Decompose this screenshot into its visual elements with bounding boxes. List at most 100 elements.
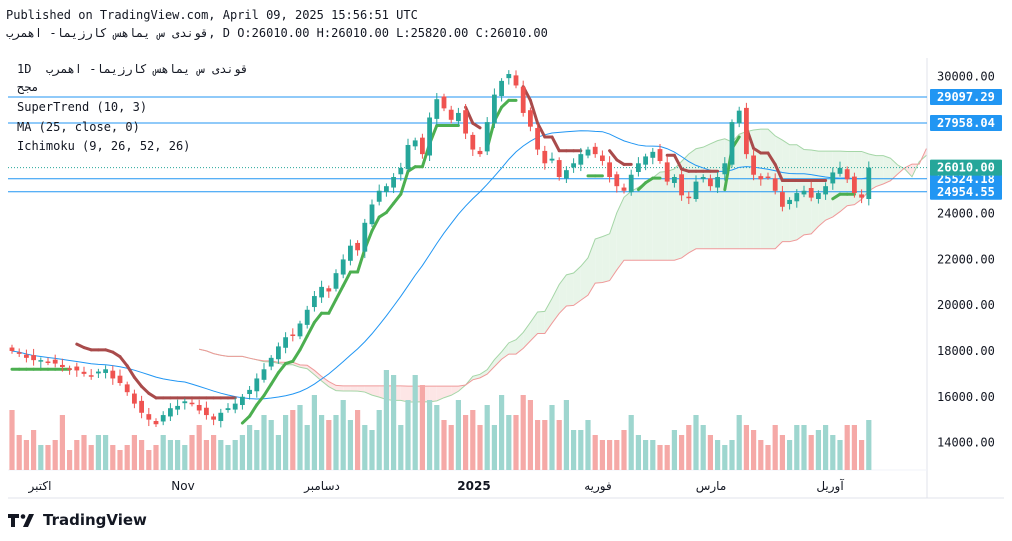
candle-body bbox=[24, 354, 29, 358]
supertrend-segment bbox=[370, 215, 381, 233]
cloud-segment bbox=[451, 386, 459, 396]
candle-body bbox=[74, 366, 80, 371]
volume-bar bbox=[45, 445, 51, 470]
legend-symbol-name: قوندی س یماهس کارزیما- اهمرب bbox=[45, 62, 249, 76]
cloud-segment bbox=[775, 135, 783, 249]
candle-body bbox=[297, 323, 303, 337]
volume-bar bbox=[59, 415, 65, 470]
candle-body bbox=[715, 177, 720, 188]
time-tick-label: اکتبر bbox=[28, 479, 52, 494]
last-price-label: 26010.00 bbox=[937, 161, 995, 175]
volume-bar bbox=[520, 395, 526, 470]
volume-bar bbox=[412, 375, 418, 470]
volume-bar bbox=[772, 425, 778, 470]
supertrend-segment bbox=[118, 355, 129, 368]
candle-body bbox=[477, 150, 483, 155]
supertrend-segment bbox=[140, 384, 151, 395]
volume-bar bbox=[729, 440, 735, 470]
volume-bar bbox=[203, 440, 209, 470]
supertrend-segment bbox=[464, 105, 475, 125]
candle-body bbox=[139, 400, 144, 413]
supertrend-segment bbox=[125, 364, 136, 379]
candle-body bbox=[571, 163, 576, 168]
candle-body bbox=[398, 167, 404, 175]
candle-body bbox=[218, 412, 224, 422]
price-line-label-bg bbox=[930, 115, 1002, 132]
supertrend-segment bbox=[276, 362, 288, 375]
volume-bar bbox=[635, 435, 641, 470]
candle-body bbox=[499, 80, 504, 96]
candle-body bbox=[772, 178, 778, 191]
cloud-segment bbox=[825, 151, 833, 221]
cloud-segment bbox=[876, 155, 884, 187]
volume-bar bbox=[664, 445, 670, 470]
volume-bar bbox=[643, 440, 649, 470]
candle-body bbox=[693, 181, 699, 199]
volume-bar bbox=[571, 430, 577, 470]
volume-bar bbox=[700, 425, 706, 470]
candle-body bbox=[600, 155, 605, 161]
volume-bar bbox=[211, 435, 217, 470]
candle-body bbox=[348, 245, 353, 261]
volume-bar bbox=[362, 425, 368, 470]
volume-bar bbox=[74, 440, 80, 470]
volume-bar bbox=[247, 425, 253, 470]
candle-body bbox=[175, 405, 180, 410]
candle-body bbox=[247, 389, 252, 395]
volume-bar bbox=[556, 420, 562, 470]
volume-bar bbox=[146, 450, 152, 470]
legend-interval: 1D bbox=[17, 62, 32, 76]
cloud-segment bbox=[307, 365, 315, 375]
ohlc-header: قوندی س یماهس کارزیما- اهمرب, D O:26010.… bbox=[6, 26, 548, 40]
candle-body bbox=[801, 190, 807, 195]
time-tick-label: Nov bbox=[171, 479, 194, 493]
candle-body bbox=[283, 337, 288, 348]
cloud-segment bbox=[840, 151, 848, 212]
candle-body bbox=[96, 371, 101, 374]
candle-body bbox=[736, 110, 742, 124]
candle-body bbox=[664, 162, 670, 182]
volume-bar bbox=[268, 420, 274, 470]
candle-body bbox=[52, 359, 58, 364]
candle-body bbox=[304, 309, 310, 325]
cloud-segment bbox=[429, 386, 437, 402]
candle-body bbox=[117, 375, 123, 384]
supertrend-segment bbox=[550, 135, 561, 153]
price-tick-label: 22000.00 bbox=[937, 252, 995, 266]
candle-body bbox=[513, 75, 519, 86]
volume-bar bbox=[167, 440, 173, 470]
volume-bar bbox=[844, 425, 850, 470]
volume-bar bbox=[110, 445, 116, 470]
volume-bar bbox=[808, 435, 814, 470]
candle-body bbox=[290, 334, 296, 336]
supertrend-segment bbox=[248, 403, 259, 418]
candle-body bbox=[650, 151, 656, 158]
volume-bar bbox=[290, 410, 296, 470]
cloud-segment bbox=[292, 362, 300, 368]
candle-body bbox=[153, 421, 159, 425]
candle-body bbox=[31, 355, 36, 361]
candle-body bbox=[787, 199, 792, 205]
legend-ma[interactable]: MA (25, close, 0) bbox=[17, 120, 140, 134]
candle-body bbox=[384, 186, 389, 193]
volume-bar bbox=[859, 440, 865, 470]
volume-bar bbox=[585, 420, 591, 470]
supertrend-segment bbox=[240, 414, 252, 425]
cloud-segment bbox=[350, 385, 358, 392]
cloud-segment bbox=[444, 386, 452, 398]
candle-body bbox=[362, 222, 368, 252]
legend-ichimoku[interactable]: Ichimoku (9, 26, 52, 26) bbox=[17, 139, 191, 153]
candle-body bbox=[146, 414, 152, 420]
supertrend-segment bbox=[305, 320, 316, 338]
cloud-segment bbox=[631, 187, 639, 261]
candle-body bbox=[326, 288, 332, 292]
volume-bar bbox=[621, 430, 627, 470]
candle-body bbox=[340, 259, 346, 275]
price-tick-label: 24000.00 bbox=[937, 207, 995, 221]
volume-bar bbox=[722, 445, 728, 470]
cloud-segment bbox=[796, 144, 804, 240]
legend-supertrend[interactable]: SuperTrend (10, 3) bbox=[17, 100, 148, 114]
candle-body bbox=[189, 402, 195, 405]
volume-bar bbox=[657, 445, 663, 470]
